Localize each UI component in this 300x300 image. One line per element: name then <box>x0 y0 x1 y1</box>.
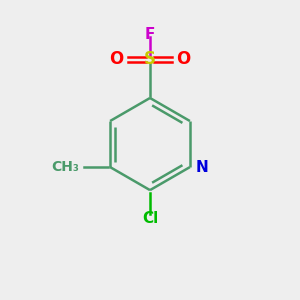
Text: F: F <box>145 27 155 42</box>
Text: O: O <box>109 50 124 68</box>
Text: CH₃: CH₃ <box>52 160 80 174</box>
Text: Cl: Cl <box>142 211 158 226</box>
Text: N: N <box>195 160 208 175</box>
Text: O: O <box>176 50 191 68</box>
Text: S: S <box>144 50 156 68</box>
